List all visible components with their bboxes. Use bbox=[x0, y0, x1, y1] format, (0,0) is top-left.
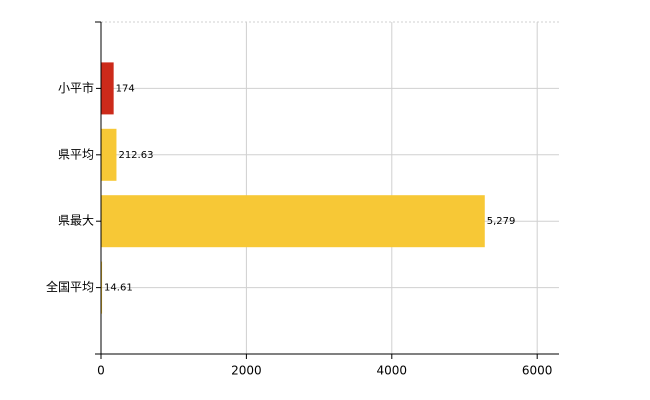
value-label: 212.63 bbox=[118, 150, 153, 161]
grid-layer bbox=[101, 22, 559, 354]
y-tick-label: 県平均 bbox=[58, 147, 94, 161]
value-label: 174 bbox=[116, 83, 135, 94]
y-tick-label: 小平市 bbox=[58, 80, 94, 95]
bar bbox=[101, 195, 485, 248]
x-tick-label: 6000 bbox=[522, 364, 553, 378]
y-tick-label: 全国平均 bbox=[46, 279, 94, 294]
y-tick-label: 県最大 bbox=[58, 214, 94, 228]
x-tick-label: 0 bbox=[97, 364, 105, 378]
x-tick-label: 2000 bbox=[231, 364, 262, 378]
bar bbox=[101, 128, 117, 181]
value-label: 14.61 bbox=[104, 283, 133, 294]
bar-layer bbox=[101, 62, 485, 314]
bar bbox=[101, 62, 114, 115]
value-label: 5,279 bbox=[487, 216, 516, 227]
x-tick-label: 4000 bbox=[377, 364, 408, 378]
bar bbox=[101, 261, 103, 314]
